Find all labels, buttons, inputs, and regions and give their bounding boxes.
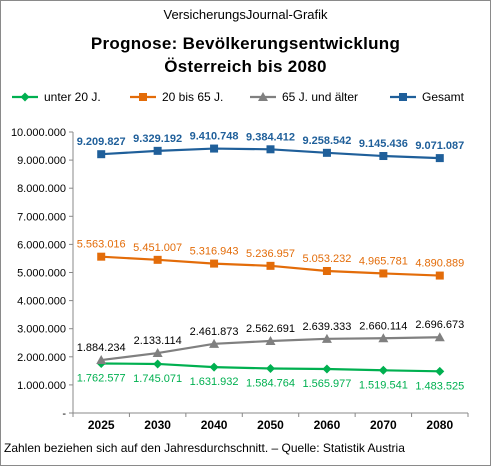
legend-label: 20 bis 65 J. [162, 90, 223, 104]
y-tick-label: 7.000.000 [17, 211, 66, 223]
y-tick-label: 6.000.000 [17, 239, 66, 251]
data-label: 2.660.114 [359, 320, 407, 332]
data-point [209, 338, 220, 348]
data-point [434, 332, 445, 342]
x-tick-label: 2030 [144, 418, 171, 432]
data-label: 2.133.114 [134, 335, 182, 347]
data-point [153, 255, 162, 264]
chart-title-line-1: Prognose: Bevölkerungsentwicklung [90, 34, 401, 53]
data-label: 5.316.943 [190, 246, 239, 258]
data-point [97, 252, 106, 261]
data-point [322, 148, 331, 157]
x-tick-label: 2040 [201, 418, 228, 432]
chart-title-line-2: Österreich bis 2080 [164, 57, 327, 76]
data-point [379, 269, 388, 278]
data-point [378, 365, 388, 375]
data-label: 5.236.957 [246, 248, 295, 260]
y-tick-label: - [62, 408, 66, 420]
data-label: 2.562.691 [246, 323, 295, 335]
data-label: 5.053.232 [302, 253, 351, 265]
data-label: 4.965.781 [359, 255, 408, 267]
x-tick-label: 2060 [314, 418, 341, 432]
data-label: 5.563.016 [77, 239, 126, 251]
data-label: 9.329.192 [133, 133, 182, 145]
data-label: 2.461.873 [190, 326, 239, 338]
data-point [379, 152, 388, 161]
x-tick-label: 2025 [88, 418, 115, 432]
data-point [153, 359, 163, 369]
data-label: 1.762.577 [77, 372, 126, 384]
y-tick-label: 1.000.000 [17, 380, 66, 392]
x-tick-label: 2080 [426, 418, 453, 432]
data-point [435, 366, 445, 376]
data-label: 1.584.764 [246, 377, 295, 389]
data-label: 1.519.541 [359, 379, 408, 391]
y-tick-label: 3.000.000 [17, 324, 66, 336]
x-tick-label: 2070 [370, 418, 397, 432]
data-point [97, 150, 106, 159]
data-label: 2.639.333 [302, 321, 351, 333]
data-point [20, 92, 30, 102]
data-point [435, 154, 444, 163]
data-label: 9.209.827 [77, 136, 126, 148]
y-tick-label: 10.000.000 [11, 127, 66, 139]
y-tick-label: 9.000.000 [17, 155, 66, 167]
data-label: 1.631.932 [190, 376, 239, 388]
y-tick-label: 5.000.000 [17, 268, 66, 280]
y-tick-label: 4.000.000 [17, 296, 66, 308]
data-label: 2.696.673 [415, 319, 464, 331]
data-point [322, 267, 331, 276]
data-point [210, 144, 219, 153]
x-tick-label: 2050 [257, 418, 284, 432]
footnote: Zahlen beziehen sich auf den Jahresdurch… [4, 441, 405, 455]
data-point [209, 362, 219, 372]
data-point [322, 364, 332, 374]
legend-label: 65 J. und älter [282, 90, 358, 104]
data-point [96, 355, 107, 365]
data-point [265, 335, 276, 345]
data-point [266, 261, 275, 270]
legend-label: unter 20 J. [44, 90, 101, 104]
legend: unter 20 J. 20 bis 65 J. 65 J. und älter Ge… [12, 90, 465, 104]
series-0: 1.762.577 1.745.071 1.631.932 1.584.764 1.56… [77, 358, 464, 392]
data-label: 9.071.087 [415, 140, 464, 152]
series-layer: 1.762.577 1.745.071 1.631.932 1.584.764 1.56… [77, 131, 465, 393]
data-point [321, 333, 332, 343]
data-point [152, 348, 163, 358]
data-point [378, 333, 389, 343]
y-tick-label: 8.000.000 [17, 183, 66, 195]
chart-axes: - 1.000.000 2.000.000 3.000.000 4.000.000 5.0… [11, 127, 469, 432]
legend-label: Gesamt [422, 90, 465, 104]
data-label: 1.483.525 [415, 380, 464, 392]
data-point [266, 145, 275, 154]
data-label: 5.451.007 [133, 242, 182, 254]
data-point [210, 259, 219, 268]
data-label: 1.745.071 [133, 373, 182, 385]
data-point [399, 93, 407, 101]
data-point [258, 92, 268, 101]
series-3: 9.209.827 9.329.192 9.410.748 9.384.412 9.25… [77, 131, 464, 163]
data-label: 9.145.436 [359, 138, 408, 150]
source-caption: VersicherungsJournal-Grafik [163, 7, 328, 22]
data-label: 9.258.542 [302, 135, 351, 147]
data-point [153, 146, 162, 155]
data-label: 1.884.234 [77, 342, 126, 354]
data-label: 1.565.977 [302, 378, 351, 390]
data-label: 9.410.748 [190, 131, 239, 143]
data-point [266, 363, 275, 373]
data-label: 4.890.889 [415, 258, 464, 270]
data-label: 9.384.412 [246, 131, 295, 143]
data-point [139, 93, 147, 101]
series-1: 5.563.016 5.451.007 5.316.943 5.236.957 5.05… [77, 239, 464, 280]
series-2: 1.884.234 2.133.114 2.461.873 2.562.691 2.63… [77, 319, 464, 365]
data-point [435, 271, 444, 280]
y-tick-label: 2.000.000 [17, 352, 66, 364]
